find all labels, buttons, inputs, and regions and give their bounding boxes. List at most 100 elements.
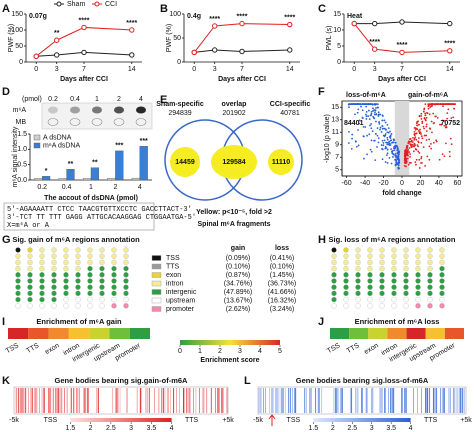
scatter-dot [364,103,366,106]
scatter-dot [415,138,418,141]
waffle-cell [343,290,349,297]
waffle-cell [27,259,33,266]
waffle-cell [39,278,45,284]
waffle-cell [63,272,69,278]
x-tick-label: 2 [113,184,117,191]
bar [107,177,116,181]
scatter-dot [368,118,371,120]
scatter-dot [425,130,428,132]
legend-label: m⁶A dsDNA [43,142,80,149]
scatter-dot [385,129,387,131]
scatter-dot [441,119,444,122]
group-count: 84401 [344,120,364,127]
significance: **** [209,16,220,23]
scatter-dot [450,143,453,146]
scatter-dot [408,151,411,153]
waffle-cell [111,296,117,303]
enrichment-segment [129,328,150,339]
waffle-cell [439,290,445,297]
waffle-cell [99,272,105,278]
waffle-cell [75,290,81,297]
waffle-cell [15,247,21,253]
scatter-dot [374,109,377,112]
scatter-dot [446,103,449,106]
scatter-dot [381,127,384,130]
scatter-dot [365,113,367,116]
annotation: Heat [347,13,363,20]
waffle-cell [379,272,385,278]
scatter-dot [377,137,380,140]
scatter-dot [397,164,400,167]
waffle-cell [111,253,117,259]
scatter-dot [452,116,455,119]
panel-label: A [2,3,10,15]
panel-label: D [2,86,10,98]
waffle-cell [379,265,385,272]
scatter-dot [378,121,380,124]
scatter-dot [348,106,350,109]
scatter-dot [415,158,418,161]
waffle-cell [367,259,373,266]
scatter-dot [373,139,375,142]
scatter-dot [365,110,368,113]
scatter-dot [418,132,421,135]
scatter-dot [369,124,371,127]
scatter-dot [448,155,451,158]
x-tick-label: -40 [360,180,370,187]
scatter-dot [362,135,365,137]
scatter-dot [374,103,377,106]
scatter-dot [414,127,417,129]
waffle-cell [123,247,129,253]
table-category: TTS [166,263,180,270]
scatter-dot [365,118,368,120]
scatter-dot [424,114,427,117]
scatter-dot [355,145,358,148]
scatter-dot [414,128,417,131]
enrichment-category: TTS [346,342,361,355]
scatter-dot [443,124,446,127]
x-tick-label: -20 [378,180,388,187]
waffle-cell [331,290,337,297]
scatter-dot [370,123,373,125]
blot-dot [47,118,59,126]
scatter-dot [432,112,435,115]
waffle-cell [379,278,385,284]
scatter-dot [414,136,417,139]
scatter-dot [372,107,374,110]
waffle-cell [343,259,349,266]
scatter-dot [358,103,361,106]
scatter-dot [433,122,436,124]
waffle-title: Sig. gain of m⁶A regions annotation [12,235,140,244]
scatter-dot [366,134,369,137]
scatter-dot [406,144,408,147]
enrichment-segment [48,328,69,339]
waffle-cell [439,284,445,290]
waffle-cell [355,284,361,290]
x-tick-label: 20 [417,180,425,187]
waffle-cell [379,290,385,297]
y-axis-label: -log10 (p value) [324,114,331,163]
scatter-dot [349,103,351,106]
scatter-dot [446,112,449,115]
waffle-cell [415,296,421,303]
scale-tick-label: 2 [218,348,222,355]
bar [58,178,67,181]
waffle-cell [403,303,409,309]
scatter-dot [391,149,394,152]
scatter-dot [418,115,421,118]
significance: **** [284,14,295,21]
blot-column-label: 2 [117,96,121,103]
group-name: gain-of-m⁶A [408,92,448,99]
waffle-cell [75,272,81,278]
scatter-dot [370,150,373,153]
position-label: +5k [460,417,472,424]
scatter-dot [440,123,443,126]
waffle-cell [63,278,69,284]
waffle-cell [87,290,93,297]
scatter-dot [415,132,418,135]
scatter-dot [387,141,389,144]
waffle-cell [99,253,105,259]
waffle-cell [427,265,433,272]
scatter-dot [377,141,380,144]
scatter-dot [363,157,365,160]
